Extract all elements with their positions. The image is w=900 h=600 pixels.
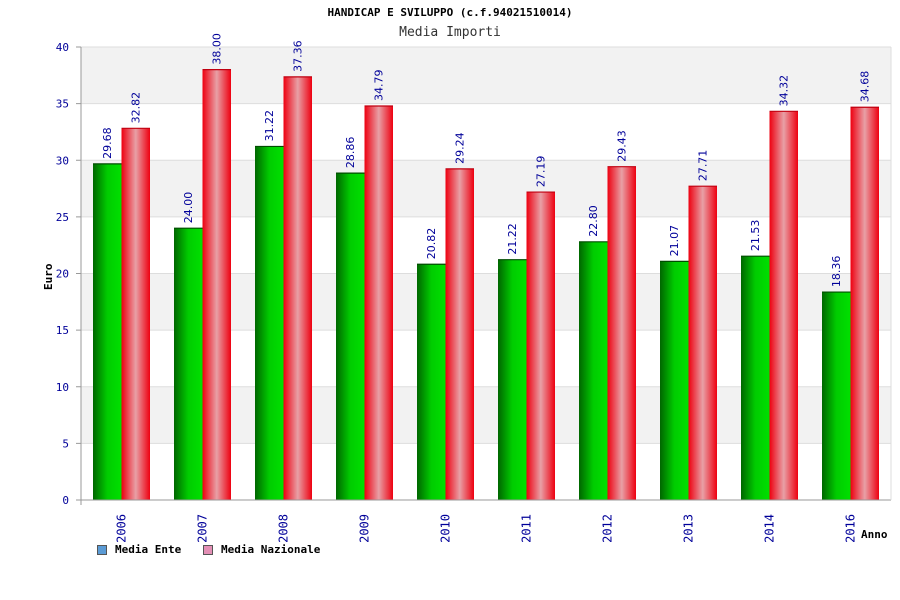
y-tick-labels: 0 5 10 15 20 25 30 35 40 — [56, 41, 69, 507]
x-tick-label: 2011 — [520, 514, 534, 543]
bar-value-label: 18.36 — [830, 256, 843, 288]
y-tick-label: 0 — [62, 494, 69, 507]
bar-value-label: 34.32 — [778, 75, 791, 107]
y-tick-label: 40 — [56, 41, 69, 54]
bar-media-nazionale — [769, 111, 798, 501]
bar-media-ente — [660, 261, 689, 500]
x-tick-label: 2012 — [601, 514, 615, 543]
y-tick-label: 35 — [56, 98, 69, 111]
bar-value-label: 27.19 — [535, 156, 548, 188]
bar-value-label: 21.07 — [668, 225, 681, 257]
bar-media-nazionale — [850, 107, 879, 501]
x-axis-label: Anno — [861, 528, 888, 541]
axes — [76, 46, 892, 505]
x-tick-label: 2008 — [277, 514, 291, 543]
bars — [93, 69, 879, 501]
bar-media-ente — [498, 259, 527, 500]
bar-value-label: 31.22 — [263, 110, 276, 142]
x-tick-label: 2013 — [682, 514, 696, 543]
x-tick-label: 2007 — [196, 514, 210, 543]
bar-media-nazionale — [526, 192, 555, 501]
bar-media-nazionale — [607, 166, 636, 500]
bar-value-label: 22.80 — [587, 205, 600, 237]
bar-media-ente — [579, 241, 608, 501]
bar-value-label: 28.86 — [344, 137, 357, 169]
legend-item-media-ente: Media Ente — [97, 543, 181, 556]
bar-media-ente — [822, 292, 851, 500]
x-tick-label: 2009 — [358, 514, 372, 543]
legend-swatch — [203, 544, 213, 555]
bar-value-labels: 29.68 32.82 24.00 38.00 31.22 37.36 28.86 34.79… — [101, 33, 872, 287]
y-tick-label: 20 — [56, 268, 69, 281]
bar-value-label: 27.71 — [697, 150, 710, 182]
y-tick-label: 25 — [56, 211, 69, 224]
bar-media-ente — [93, 163, 122, 500]
chart-subtitle: Media Importi — [399, 25, 501, 40]
bar-media-nazionale — [445, 168, 474, 500]
legend-swatch — [97, 544, 107, 555]
bar-value-label: 34.79 — [373, 70, 386, 102]
bar-value-label: 34.68 — [859, 71, 872, 103]
bar-value-label: 29.68 — [101, 127, 114, 159]
bar-media-nazionale — [283, 76, 312, 500]
chart-title: HANDICAP E SVILUPPO (c.f.94021510014) — [327, 6, 573, 19]
bar-media-ente — [255, 146, 284, 500]
bar-value-label: 20.82 — [425, 228, 438, 260]
legend-item-media-nazionale: Media Nazionale — [203, 543, 320, 556]
legend-label: Media Nazionale — [221, 543, 321, 556]
bar-media-nazionale — [364, 106, 393, 501]
x-tick-label: 2016 — [844, 514, 858, 543]
bar-media-ente — [174, 228, 203, 500]
bar-media-ente — [741, 256, 770, 500]
bar-value-label: 38.00 — [211, 33, 224, 65]
x-tick-label: 2010 — [439, 514, 453, 543]
bar-media-ente — [417, 264, 446, 500]
bar-media-nazionale — [202, 69, 231, 501]
legend-label: Media Ente — [115, 543, 182, 556]
bar-media-nazionale — [121, 128, 150, 500]
bar-media-nazionale — [688, 186, 717, 500]
bar-value-label: 29.43 — [616, 130, 629, 162]
bar-media-ente — [336, 173, 365, 500]
bar-value-label: 21.53 — [749, 220, 762, 252]
y-tick-label: 10 — [56, 381, 69, 394]
y-tick-label: 30 — [56, 154, 69, 167]
y-axis-label: Euro — [42, 263, 55, 291]
x-tick-label: 2014 — [763, 514, 777, 543]
bar-value-label: 21.22 — [506, 223, 519, 255]
bar-value-label: 24.00 — [182, 192, 195, 224]
x-tick-labels: 2006 2007 2008 2009 2010 2011 2012 2013 2014 2016 — [115, 514, 858, 543]
bar-value-label: 32.82 — [130, 92, 143, 124]
bar-value-label: 37.36 — [292, 40, 305, 72]
y-tick-label: 15 — [56, 324, 69, 337]
y-tick-label: 5 — [62, 437, 69, 450]
x-tick-label: 2006 — [115, 514, 129, 543]
bar-value-label: 29.24 — [454, 132, 467, 164]
